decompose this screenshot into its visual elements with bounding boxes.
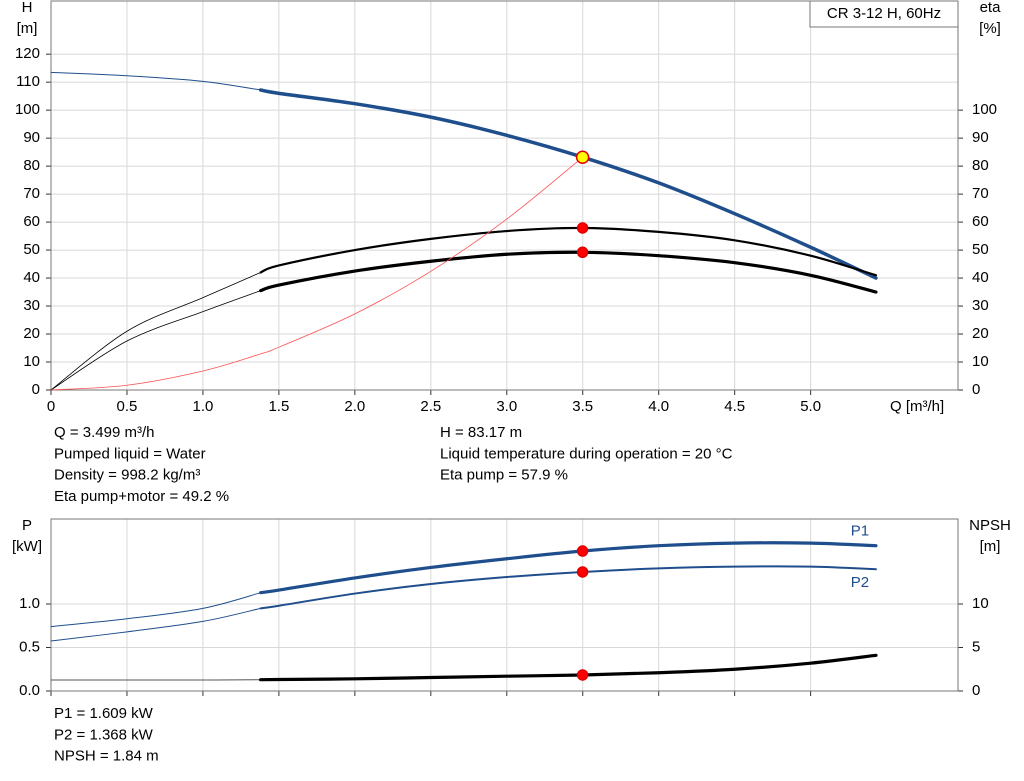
curve [50,272,262,391]
duty-point [575,150,590,164]
y2-axis-title: eta [980,0,1002,16]
readout-line: Pumped liquid = Water [54,445,206,462]
y2-tick-label: 10 [972,595,989,612]
y2-tick-label: 70 [972,185,989,202]
readout-line: Liquid temperature during operation = 20… [440,445,733,462]
y-tick-label: 30 [23,297,40,314]
y-tick-label: 0 [32,381,40,398]
readout-line: Density = 998.2 kg/m³ [54,467,200,484]
y-tick-label: 120 [15,45,40,62]
x-tick-label: 0.5 [117,398,138,415]
readout-line: P2 = 1.368 kW [54,726,154,743]
y-tick-label: 50 [23,241,40,258]
y2-tick-label: 0 [972,381,980,398]
duty-point [576,222,589,234]
x-tick-label: 2.0 [344,398,365,415]
y2-tick-label: 90 [972,129,989,146]
x-tick-label: 5.0 [800,398,821,415]
curve [50,71,262,91]
y-tick-label: 0.5 [19,638,40,655]
duty-point [576,669,589,681]
y-tick-label: 100 [15,101,40,118]
x-tick-label: 4.0 [648,398,669,415]
x-tick-label: 1.5 [268,398,289,415]
plot-area [51,1,958,390]
y2-tick-label: 20 [972,325,989,342]
curve [50,290,262,391]
x-tick-label: 1.0 [192,398,213,415]
x-axis-title: Q [m³/h] [890,398,944,415]
curve [258,88,878,280]
title-box [809,0,959,28]
x-tick-label: 3.5 [572,398,593,415]
series-label: P1 [851,523,869,540]
curve [259,541,878,595]
y-tick-label: 90 [23,129,40,146]
x-tick-label: 0 [47,398,55,415]
y2-axis-title: NPSH [969,517,1011,534]
y-axis-unit: [m] [17,20,38,37]
y-tick-label: 80 [23,157,40,174]
duty-point [576,246,589,259]
curve [50,156,584,391]
y-tick-label: 10 [23,353,40,370]
curve [50,592,262,628]
curve [259,565,877,610]
y-tick-label: 0.0 [19,682,40,699]
y2-tick-label: 30 [972,297,989,314]
x-tick-label: 3.0 [496,398,517,415]
y-axis-unit: [kW] [12,538,42,555]
series-label: P2 [851,574,869,591]
x-tick-label: 4.5 [724,398,745,415]
plot-frame [50,518,959,692]
y2-tick-label: 0 [972,682,980,699]
y2-tick-label: 5 [972,638,980,655]
x-tick-label: 2.5 [420,398,441,415]
y-tick-label: 1.0 [19,595,40,612]
y-axis-title: H [22,0,33,16]
readout-line: NPSH = 1.84 m [54,748,159,765]
readout-line: H = 83.17 m [440,424,522,441]
y2-tick-label: 100 [972,101,997,118]
readout-line: Eta pump+motor = 49.2 % [54,488,229,505]
readout-line: Eta pump = 57.9 % [440,467,568,484]
y-tick-label: 20 [23,325,40,342]
chart-title: CR 3-12 H, 60Hz [827,5,941,22]
duty-point [576,545,589,557]
readout-line: Q = 3.499 m³/h [54,424,154,441]
y-tick-label: 60 [23,213,40,230]
y-axis-title: P [22,517,32,534]
y2-tick-label: 80 [972,157,989,174]
curve [259,250,878,294]
plot-frame [50,0,959,391]
y2-axis-unit: [%] [979,20,1001,37]
curve [259,226,878,277]
curve [50,607,262,642]
y2-tick-label: 60 [972,213,989,230]
curve [259,653,878,682]
y-tick-label: 110 [16,73,40,90]
y2-tick-label: 50 [972,241,989,258]
y-tick-label: 70 [23,185,40,202]
y-tick-label: 40 [23,269,40,286]
duty-point [576,566,589,578]
readout-line: P1 = 1.609 kW [54,705,154,722]
y2-tick-label: 10 [972,353,989,370]
y2-tick-label: 40 [972,269,989,286]
y2-axis-unit: [m] [980,538,1001,555]
